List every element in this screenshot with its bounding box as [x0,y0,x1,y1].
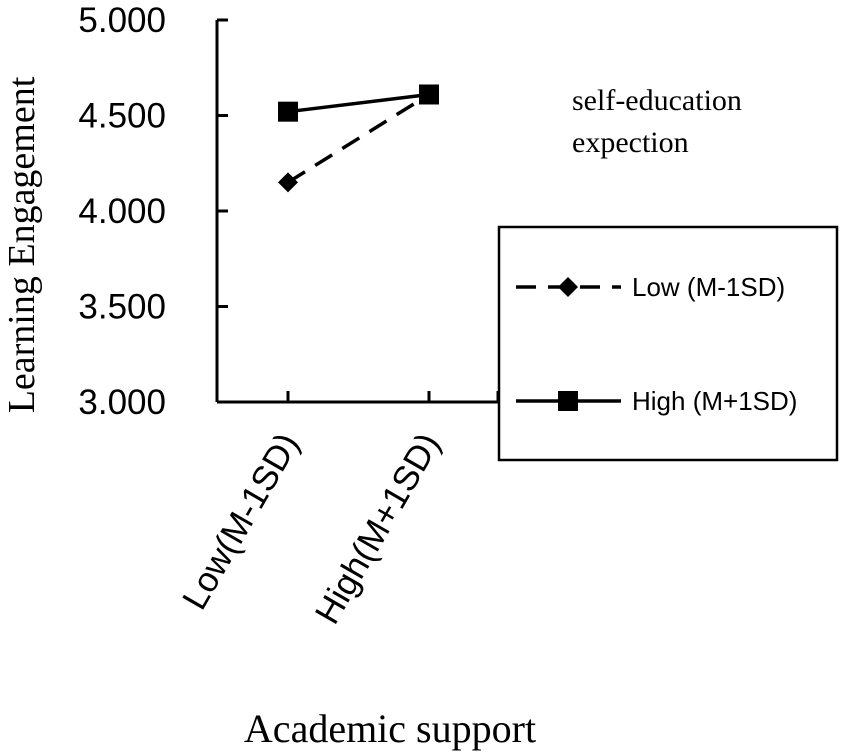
x-tick-label: Low(M-1SD) [175,427,307,617]
legend-marker [558,277,578,297]
legend-label: Low (M-1SD) [632,272,785,302]
legend-label: High (M+1SD) [632,386,797,416]
y-tick-label: 4.500 [78,97,166,136]
y-tick-label: 3.000 [78,383,166,422]
legend-marker [558,391,578,411]
legend-title-line-2: expection [572,126,689,159]
legend-entry: High (M+1SD) [516,386,797,416]
legend-box [497,225,839,462]
y-tick-label: 3.500 [78,288,166,327]
series-low [278,84,439,193]
legend-title-line-1: self-education [572,84,742,117]
data-point [278,101,298,122]
legend: Low (M-1SD) High (M+1SD) [497,225,839,462]
y-ticks: 3.000 3.500 4.000 4.500 5.000 [78,1,228,422]
x-ticks: Low(M-1SD) High(M+1SD) [175,391,500,631]
legend-entry: Low (M-1SD) [516,272,785,302]
y-tick-label: 4.000 [78,192,166,231]
y-tick-label: 5.000 [78,1,166,40]
x-tick-label: High(M+1SD) [308,427,448,631]
series-line [287,92,430,114]
y-axis-label: Learning Engagement [1,76,43,413]
series-line [287,93,430,184]
axes [215,20,498,404]
data-point [278,172,298,193]
series-layer [278,84,439,193]
x-axis-label: Academic support [244,706,536,751]
series-high [278,84,439,122]
data-point [419,84,439,105]
